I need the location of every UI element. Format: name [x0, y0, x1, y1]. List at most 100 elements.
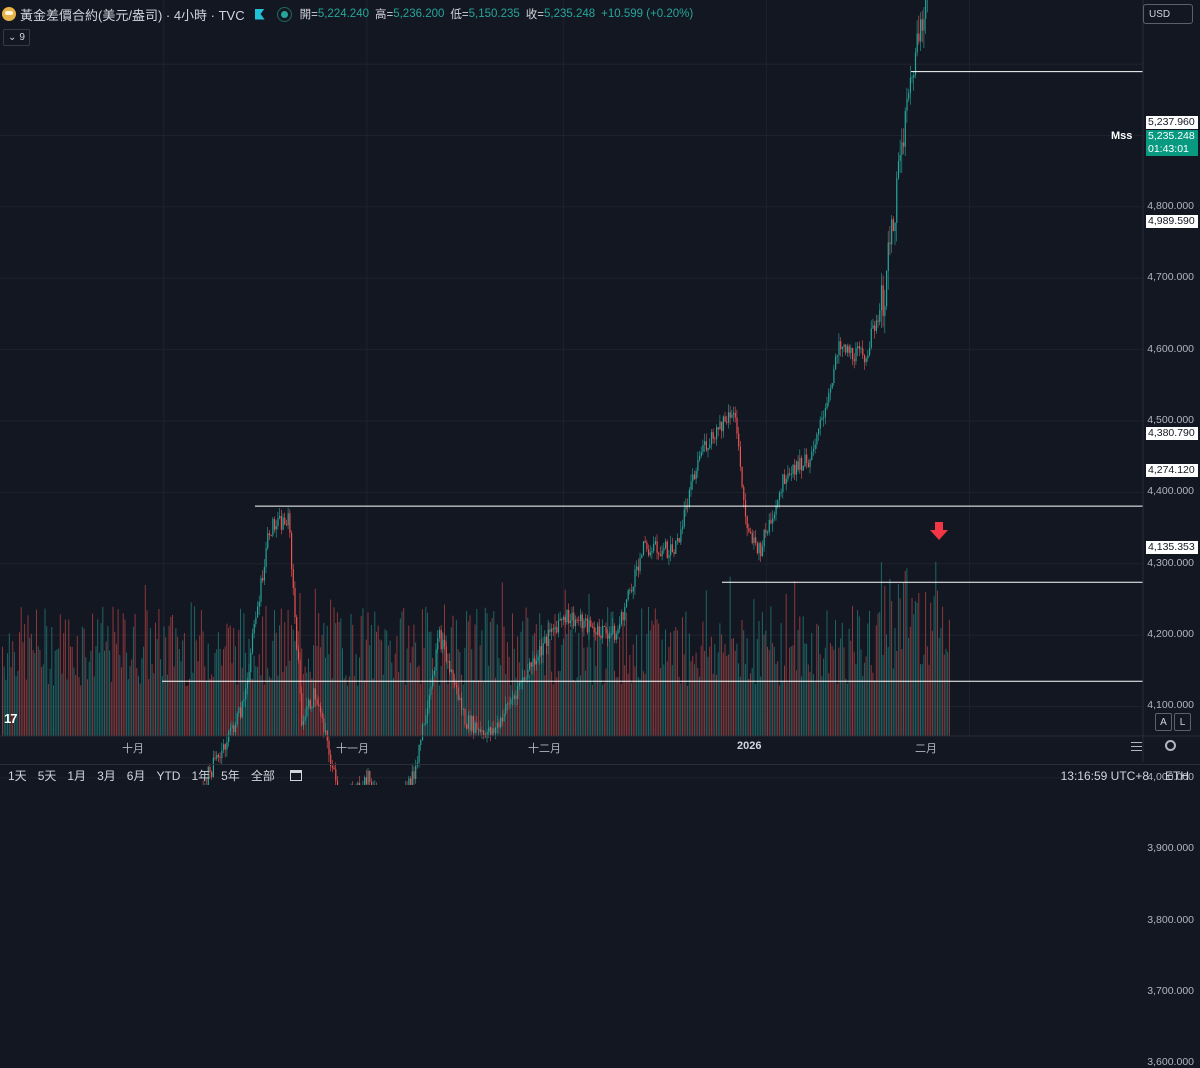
candle-body — [778, 492, 781, 501]
volume-bar — [920, 664, 921, 736]
volume-bar — [369, 645, 371, 736]
volume-bar — [739, 676, 741, 736]
timeframe-ytd[interactable]: YTD — [156, 768, 181, 783]
candle-body — [367, 771, 369, 785]
mss-annotation[interactable]: Mss — [1111, 130, 1133, 142]
volume-bar — [478, 680, 479, 736]
flag-icon[interactable] — [254, 8, 265, 20]
candle-body — [826, 402, 828, 409]
timeframe-1d[interactable]: 1天 — [8, 769, 27, 783]
volume-bar — [649, 630, 651, 736]
open-value: 5,224.240 — [317, 8, 369, 20]
candle-body — [561, 618, 563, 620]
volume-bar — [886, 634, 887, 736]
price-axis-label: 4,800.000 — [1147, 199, 1194, 212]
candle-body — [828, 392, 830, 403]
candle-body — [843, 344, 845, 347]
volume-bar — [726, 655, 728, 736]
clock[interactable]: 13:16:59 UTC+8 — [1060, 768, 1149, 783]
candle-body — [576, 619, 578, 621]
menu-icon[interactable] — [1131, 742, 1142, 751]
timeframe-5y[interactable]: 5年 — [221, 769, 240, 783]
candle-body — [717, 427, 719, 430]
candle-body — [233, 725, 235, 733]
candle-body — [801, 457, 803, 471]
candle-body — [785, 479, 787, 484]
volume-bar — [642, 671, 644, 736]
log-scale-button[interactable]: L — [1174, 713, 1191, 731]
indicators-toggle-button[interactable]: ⌄ 9 — [3, 29, 30, 46]
market-status-icon[interactable] — [276, 6, 292, 22]
volume-bar — [217, 632, 219, 736]
volume-bar — [240, 608, 241, 736]
volume-bar — [913, 614, 915, 736]
price-axis-label: 4,500.000 — [1147, 414, 1194, 426]
candle-body — [916, 33, 918, 53]
candle-body — [455, 684, 458, 688]
volume-bar — [554, 614, 556, 736]
volume-bar — [139, 683, 141, 736]
candle-body — [591, 626, 594, 628]
volume-bar — [331, 678, 333, 736]
candle-body — [245, 688, 247, 700]
timeframe-6m[interactable]: 6月 — [126, 769, 146, 783]
candle-body — [357, 782, 359, 785]
candle-body — [690, 481, 692, 490]
candle-body — [513, 695, 515, 699]
timeframe-1y[interactable]: 1年 — [191, 769, 211, 783]
volume-bar — [479, 645, 481, 736]
candle-body — [226, 741, 228, 750]
candle-body — [765, 529, 767, 534]
volume-bar — [469, 615, 471, 736]
volume-bar — [442, 633, 444, 736]
timeframe-3m[interactable]: 3月 — [97, 769, 116, 783]
candle-body — [508, 703, 510, 705]
candle-body — [697, 459, 699, 471]
tradingview-logo[interactable]: 17 — [4, 711, 18, 726]
candle-body — [637, 566, 639, 571]
price-chart[interactable] — [0, 0, 1200, 785]
candle-body — [449, 660, 451, 672]
session-label[interactable]: ETH — [1165, 768, 1189, 783]
candle-body — [656, 541, 658, 553]
candle-body — [607, 633, 609, 639]
timeframe-all[interactable]: 全部 — [250, 769, 275, 783]
volume-bar — [525, 607, 527, 736]
candle-body — [425, 715, 427, 725]
timeframe-1m[interactable]: 1月 — [67, 769, 87, 783]
volume-bar — [391, 662, 393, 736]
symbol-title[interactable]: 黃金差價合約(美元/盎司) · 4小時 · TVC — [20, 7, 245, 23]
timeframe-5d[interactable]: 5天 — [37, 769, 57, 783]
gear-icon[interactable] — [1165, 740, 1176, 751]
volume-bar — [714, 644, 716, 736]
candle-body — [658, 552, 660, 555]
candle-body — [489, 727, 492, 735]
volume-bar — [340, 618, 342, 736]
volume-bar — [692, 656, 694, 736]
volume-bar — [542, 656, 544, 736]
volume-bar — [440, 666, 442, 736]
candle-body — [214, 757, 216, 759]
volume-bar — [865, 656, 867, 736]
volume-bar — [884, 586, 886, 736]
candle-body — [651, 551, 653, 553]
volume-bar — [316, 645, 318, 736]
auto-scale-button[interactable]: A — [1155, 713, 1172, 731]
candle-body — [809, 459, 811, 468]
volume-bar — [394, 653, 396, 736]
volume-bar — [13, 651, 15, 736]
candle-body — [505, 704, 507, 714]
volume-bar — [155, 622, 156, 736]
volume-bar — [330, 599, 332, 736]
candle-body — [299, 659, 301, 694]
candle-body — [792, 464, 794, 474]
volume-bar — [427, 612, 428, 736]
candle-body — [648, 549, 650, 556]
candle-body — [459, 698, 461, 700]
calendar-icon[interactable] — [289, 770, 302, 781]
currency-selector[interactable]: USD — [1143, 4, 1193, 24]
candle-body — [335, 769, 337, 781]
volume-bar — [284, 622, 286, 736]
candle-body — [710, 432, 713, 445]
volume-bar — [671, 665, 673, 736]
